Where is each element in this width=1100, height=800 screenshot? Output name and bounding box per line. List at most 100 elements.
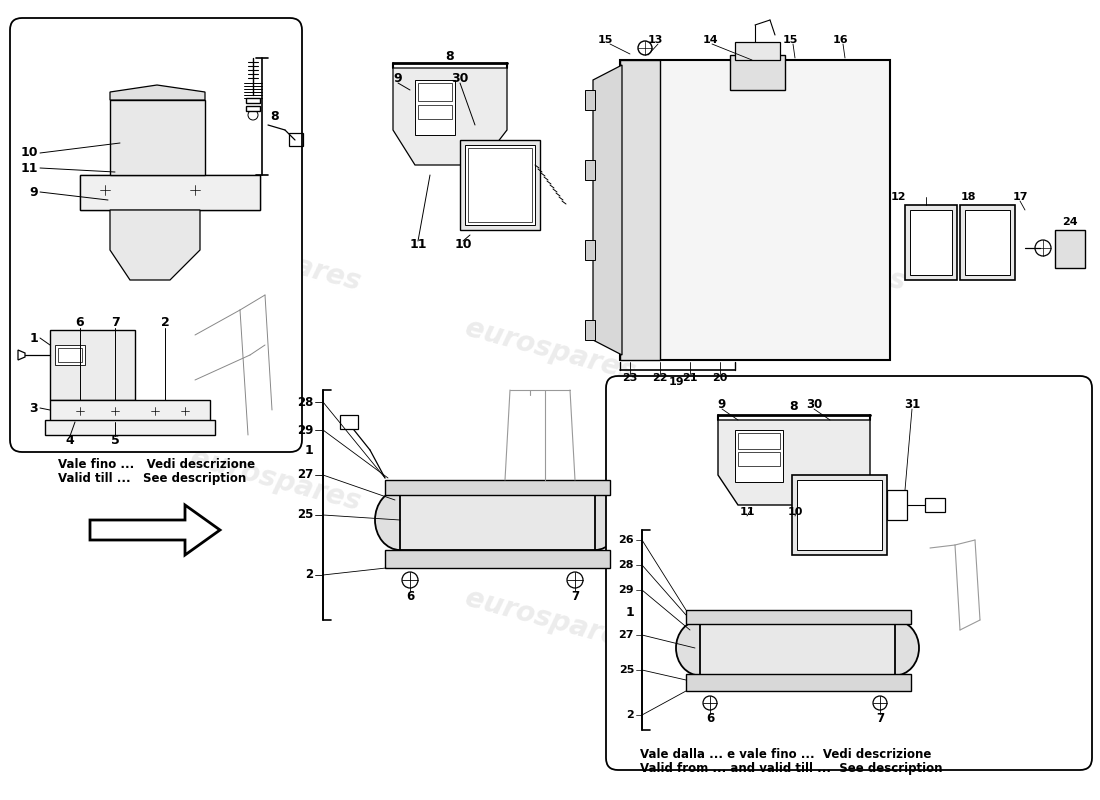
- Bar: [50, 330, 135, 400]
- Bar: [58, 348, 82, 362]
- Text: 10: 10: [21, 146, 38, 159]
- Bar: [400, 490, 595, 550]
- Bar: [460, 140, 540, 230]
- Text: 31: 31: [904, 398, 920, 411]
- Polygon shape: [393, 68, 507, 165]
- Polygon shape: [110, 85, 205, 100]
- Bar: [415, 80, 455, 135]
- Text: 23: 23: [623, 373, 638, 383]
- Text: Valid till ...   See description: Valid till ... See description: [58, 472, 246, 485]
- Text: eurospares: eurospares: [732, 444, 909, 516]
- Text: 11: 11: [21, 162, 38, 174]
- Text: 8: 8: [446, 50, 454, 62]
- Ellipse shape: [375, 490, 425, 550]
- Text: 10: 10: [788, 507, 803, 517]
- Text: 7: 7: [111, 317, 120, 330]
- Bar: [910, 210, 952, 275]
- Text: 12: 12: [890, 192, 905, 202]
- Text: 15: 15: [597, 35, 613, 45]
- Ellipse shape: [570, 490, 620, 550]
- Bar: [686, 674, 911, 691]
- Text: 5: 5: [111, 434, 120, 446]
- Text: 28: 28: [618, 560, 634, 570]
- Text: 27: 27: [618, 630, 634, 640]
- Text: eurospares: eurospares: [462, 314, 638, 386]
- Bar: [246, 98, 260, 103]
- Polygon shape: [110, 210, 200, 280]
- Text: 2: 2: [161, 317, 169, 330]
- Bar: [418, 83, 452, 101]
- Bar: [700, 620, 895, 675]
- Text: 11: 11: [739, 507, 755, 517]
- Text: Vale dalla ... e vale fino ...  Vedi descrizione: Vale dalla ... e vale fino ... Vedi desc…: [640, 748, 932, 761]
- Polygon shape: [593, 65, 622, 355]
- Bar: [686, 610, 911, 624]
- Bar: [738, 452, 780, 466]
- Text: 7: 7: [876, 711, 884, 725]
- Bar: [730, 55, 785, 90]
- FancyBboxPatch shape: [10, 18, 302, 452]
- Bar: [55, 345, 85, 365]
- Text: 2: 2: [305, 569, 314, 582]
- Text: eurospares: eurospares: [187, 444, 363, 516]
- Ellipse shape: [676, 621, 724, 675]
- Circle shape: [64, 337, 120, 393]
- Text: 13: 13: [647, 35, 662, 45]
- Polygon shape: [18, 350, 25, 360]
- Text: 30: 30: [806, 398, 822, 411]
- Text: 28: 28: [297, 395, 313, 409]
- Bar: [965, 210, 1010, 275]
- Text: 25: 25: [618, 665, 634, 675]
- Bar: [110, 100, 205, 175]
- Text: 6: 6: [76, 317, 85, 330]
- Text: 21: 21: [682, 373, 697, 383]
- Text: 17: 17: [1012, 192, 1027, 202]
- Text: 4: 4: [66, 434, 75, 446]
- Text: 15: 15: [782, 35, 797, 45]
- Bar: [792, 475, 887, 555]
- Bar: [45, 420, 214, 435]
- Polygon shape: [620, 60, 660, 360]
- Text: 7: 7: [571, 590, 579, 602]
- Bar: [735, 42, 780, 60]
- Text: 29: 29: [618, 585, 634, 595]
- Text: 9: 9: [30, 186, 38, 198]
- Text: eurospares: eurospares: [462, 584, 638, 656]
- Circle shape: [119, 100, 195, 176]
- Bar: [735, 430, 783, 482]
- Text: 24: 24: [1062, 217, 1078, 227]
- Polygon shape: [718, 420, 870, 505]
- Text: 16: 16: [833, 35, 848, 45]
- Bar: [418, 105, 452, 119]
- Bar: [960, 205, 1015, 280]
- Bar: [585, 160, 595, 180]
- Text: 6: 6: [706, 711, 714, 725]
- Bar: [50, 400, 210, 422]
- Bar: [465, 145, 535, 225]
- Text: 6: 6: [406, 590, 414, 602]
- Text: Vale fino ...   Vedi descrizione: Vale fino ... Vedi descrizione: [58, 458, 255, 471]
- Bar: [905, 205, 957, 280]
- Bar: [585, 90, 595, 110]
- Text: 19: 19: [669, 377, 685, 387]
- Text: 2: 2: [626, 710, 634, 720]
- Bar: [887, 490, 907, 520]
- Polygon shape: [90, 505, 220, 555]
- Text: eurospares: eurospares: [732, 224, 909, 296]
- Bar: [738, 433, 780, 449]
- Text: 22: 22: [652, 373, 668, 383]
- Bar: [798, 480, 882, 550]
- Text: 1: 1: [30, 331, 38, 345]
- Text: 1: 1: [305, 443, 314, 457]
- Bar: [80, 175, 260, 210]
- Text: 27: 27: [297, 469, 313, 482]
- Text: 30: 30: [451, 73, 469, 86]
- Text: 8: 8: [790, 401, 799, 414]
- Text: 11: 11: [409, 238, 427, 251]
- Text: 26: 26: [618, 535, 634, 545]
- Bar: [385, 550, 611, 568]
- Bar: [246, 106, 260, 111]
- Bar: [585, 320, 595, 340]
- Bar: [289, 133, 302, 146]
- Text: 18: 18: [960, 192, 976, 202]
